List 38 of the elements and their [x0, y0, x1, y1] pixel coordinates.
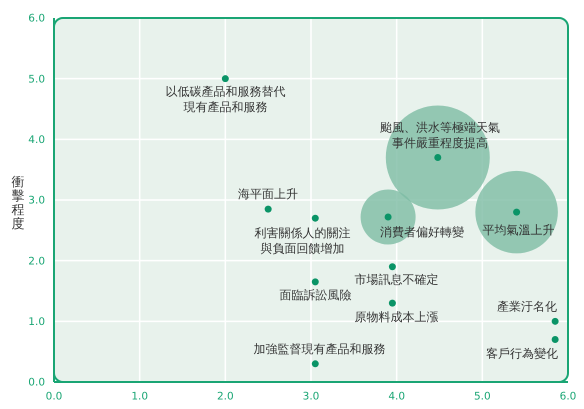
x-tick-label: 6.0	[560, 390, 576, 402]
y-tick-label: 2.0	[28, 255, 45, 268]
y-axis-title: 衝擊程度	[12, 175, 24, 232]
point	[552, 318, 559, 325]
annotation: 客戶行為變化	[486, 346, 558, 361]
annotation: 面臨訴訟風險	[279, 288, 352, 302]
point	[312, 278, 319, 286]
point	[388, 263, 396, 270]
y-tick-label: 1.0	[28, 316, 45, 328]
annotation: 海平面上升	[238, 187, 298, 202]
x-tick-label: 5.0	[474, 390, 491, 402]
point	[222, 75, 229, 82]
point	[388, 300, 396, 307]
point	[513, 208, 520, 216]
x-tick-label: 4.0	[388, 390, 406, 402]
point	[312, 214, 319, 222]
annotation: 平均氣溫上升	[482, 223, 555, 238]
y-tick-label: 3.0	[28, 194, 45, 207]
annotation: 消費者偏好轉變	[380, 224, 464, 239]
y-tick-label: 5.0	[28, 73, 45, 86]
point	[384, 213, 392, 220]
x-tick-label: 3.0	[302, 390, 320, 402]
point	[264, 206, 272, 213]
point	[552, 336, 559, 344]
annotation: 以低碳產品和服務替代現有產品和服務	[165, 84, 286, 114]
annotation: 加強監督現有產品和服務	[253, 342, 386, 356]
x-tick-label: 1.0	[131, 390, 148, 402]
annotation: 產業汙名化	[497, 299, 558, 314]
annotation: 利害關係人的關注與負面回饋增加	[254, 226, 350, 256]
point	[434, 154, 442, 162]
annotation: 原物料成本上漲	[354, 310, 438, 324]
point	[312, 360, 319, 368]
x-tick-label: 2.0	[216, 390, 234, 402]
x-tick-label: 0.0	[46, 390, 62, 402]
y-tick-label: 0.0	[28, 376, 45, 389]
annotation: 市場訊息不確定	[354, 272, 438, 287]
y-tick-label: 4.0	[28, 134, 45, 146]
y-tick-label: 6.0	[28, 12, 45, 25]
